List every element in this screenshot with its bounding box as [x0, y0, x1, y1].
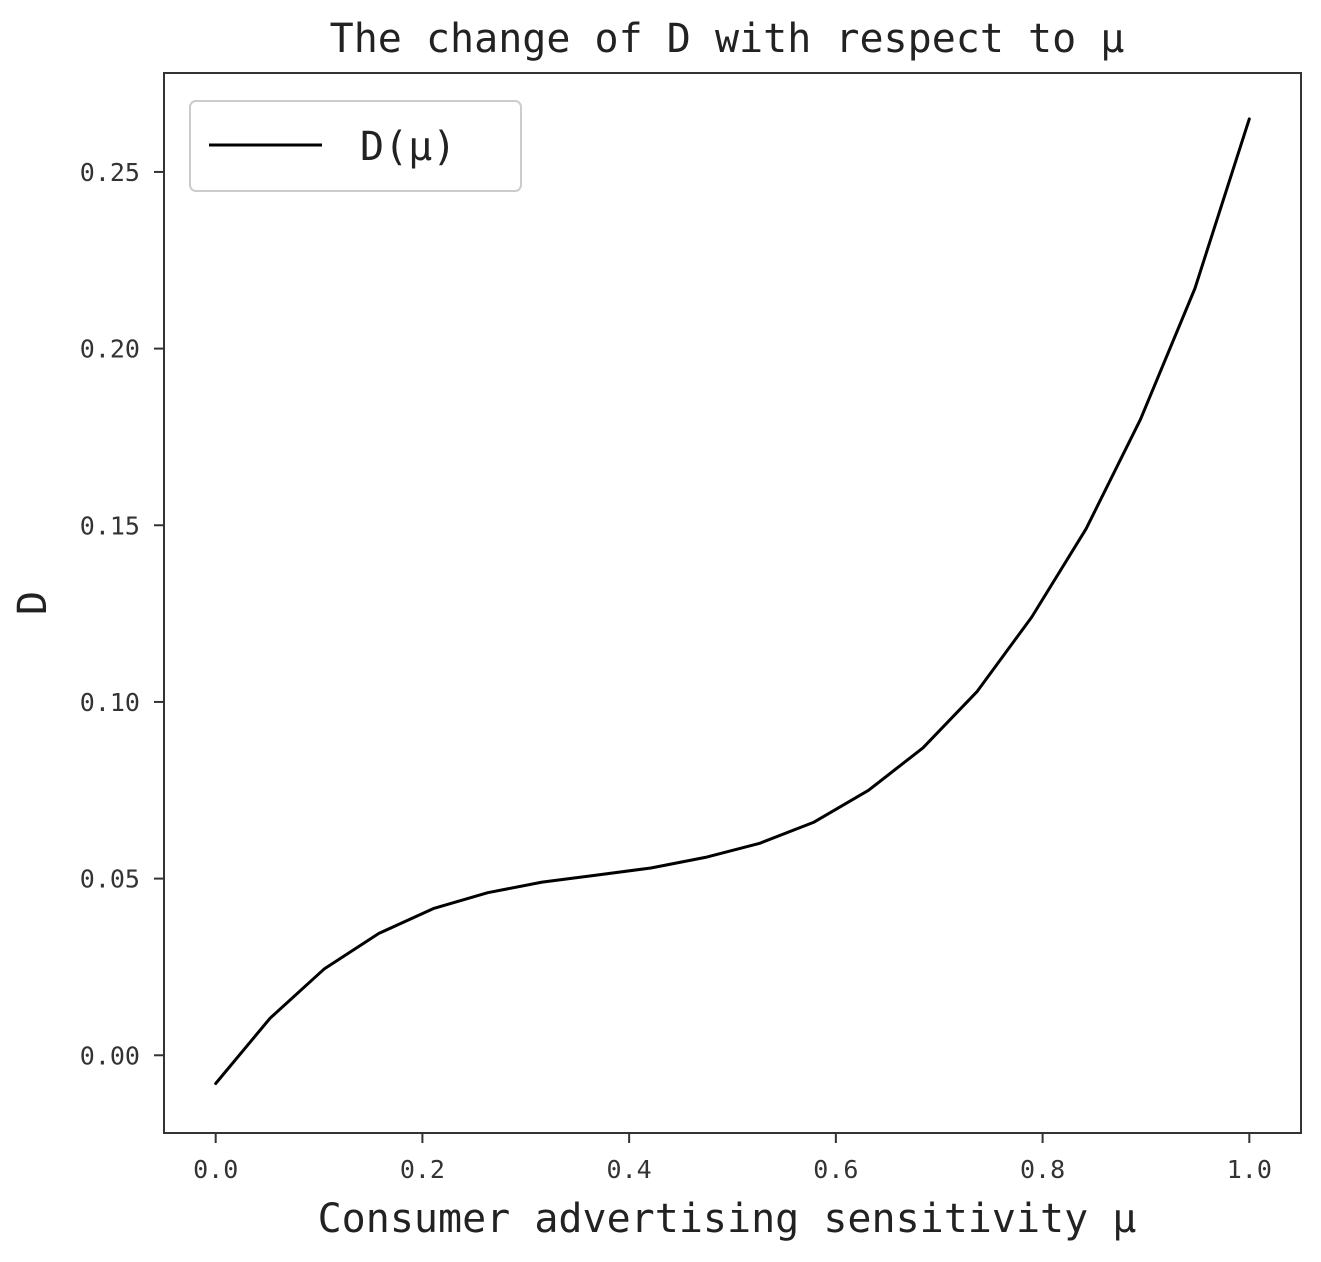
y-tick-label: 0.05: [80, 865, 140, 894]
x-tick-label: 0.2: [400, 1155, 445, 1184]
x-tick-label: 0.0: [193, 1155, 238, 1184]
x-tick-label: 0.6: [813, 1155, 858, 1184]
y-tick-label: 0.15: [80, 511, 140, 540]
y-tick-label: 0.20: [80, 335, 140, 364]
y-axis: 0.00 0.05 0.10 0.15 0.20 0.25: [80, 158, 164, 1070]
x-tick-label: 1.0: [1227, 1155, 1272, 1184]
x-tick-label: 0.4: [607, 1155, 652, 1184]
y-tick-label: 0.00: [80, 1041, 140, 1070]
legend-box: [189, 100, 522, 192]
chart-title: The change of D with respect to μ: [330, 16, 1125, 62]
legend-label: D(μ): [360, 124, 456, 170]
plot-area: [214, 117, 1251, 1085]
y-tick-label: 0.10: [80, 688, 140, 717]
y-axis-label: D: [10, 591, 56, 615]
x-tick-label: 0.8: [1020, 1155, 1065, 1184]
y-tick-label: 0.25: [80, 158, 140, 187]
axes-frame: [163, 72, 1302, 1134]
legend: D(μ): [189, 100, 522, 192]
series-line: [214, 117, 1251, 1085]
x-axis: 0.0 0.2 0.4 0.6 0.8 1.0: [193, 1133, 1272, 1184]
x-axis-label: Consumer advertising sensitivity μ: [318, 1196, 1137, 1242]
